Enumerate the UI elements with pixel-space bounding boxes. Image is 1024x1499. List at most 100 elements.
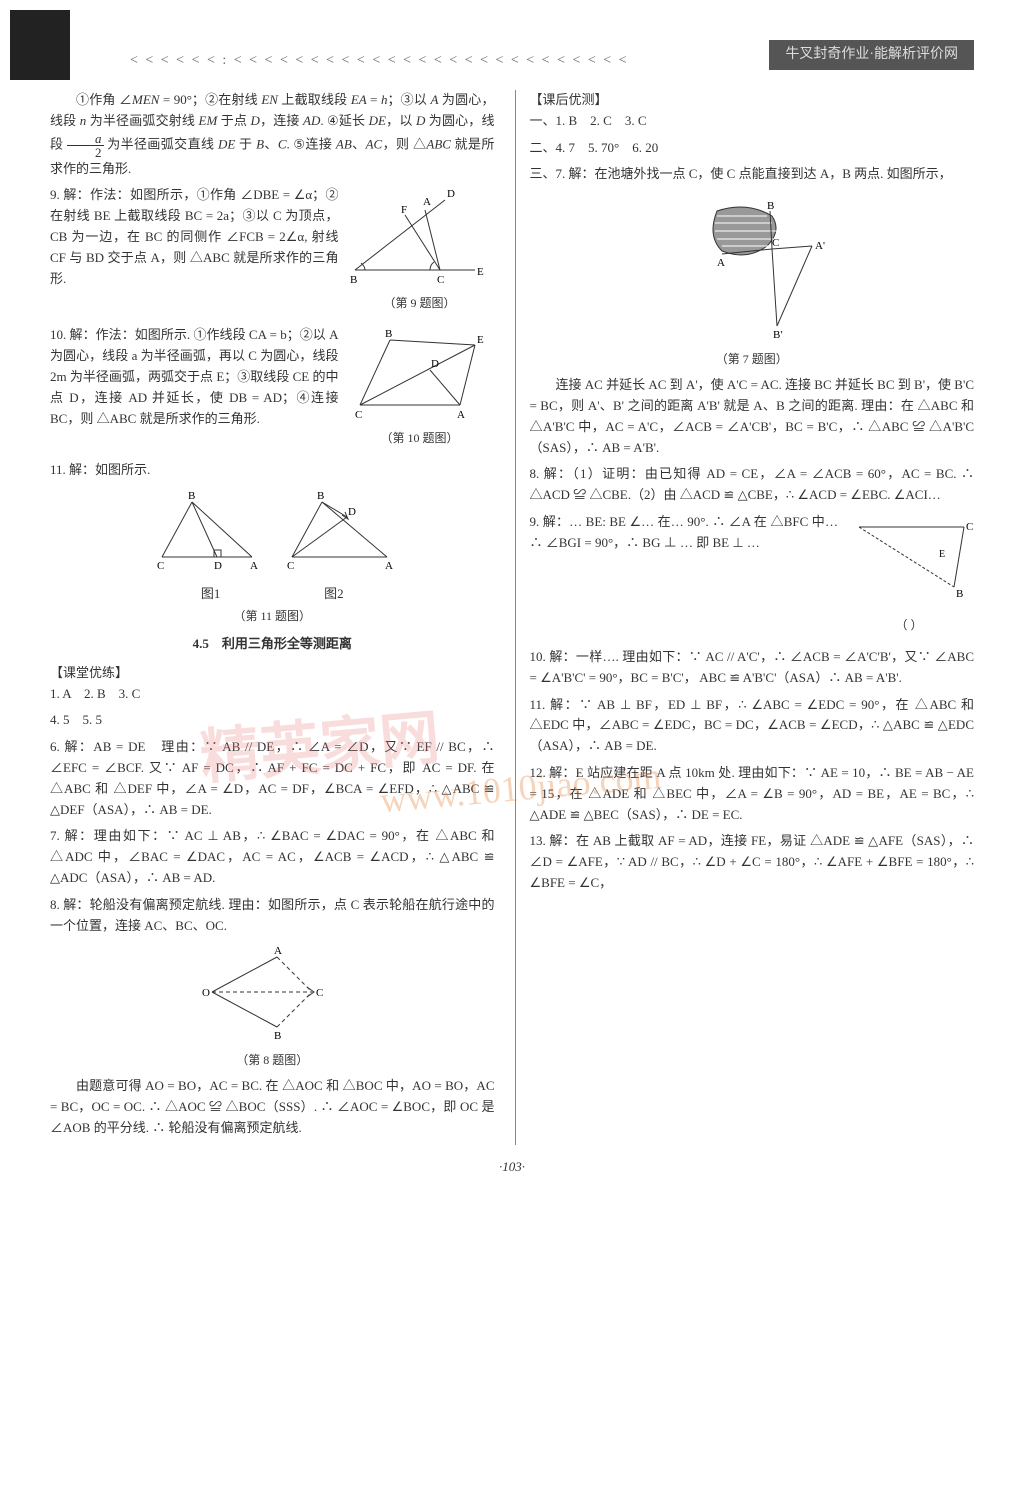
q10-text: 解：作法：如图所示. ①作线段 CA = b；②以 A 为圆心，线段 a 为半径…: [50, 327, 339, 425]
rq10-number: 10.: [530, 649, 550, 664]
q6-text: 解：AB = DE 理由：∵ AB // DE，∴ ∠A = ∠D，又∵ EF …: [50, 739, 495, 816]
rq13-number: 13.: [530, 833, 550, 848]
q8-after: 由题意可得 AO = BO，AC = BC. 在 △AOC 和 △BOC 中，A…: [50, 1076, 495, 1138]
rq8-number: 8.: [530, 466, 544, 481]
svg-text:F: F: [401, 204, 407, 216]
rq8-text: 解：（1）证明：由已知得 AD = CE，∠A = ∠ACB = 60°，AC …: [530, 466, 975, 502]
rq7-after: 连接 AC 并延长 AC 到 A'，使 A'C = AC. 连接 BC 并延长 …: [530, 375, 975, 458]
svg-text:D: D: [348, 506, 356, 518]
q11-text: 解：如图所示.: [69, 462, 150, 477]
q10-number: 10.: [50, 327, 70, 342]
content-columns: ①作角 ∠MEN = 90°；②在射线 EN 上截取线段 EA = h；③以 A…: [50, 90, 974, 1145]
rq9-figure-wrap: C B E （ ）: [844, 512, 974, 641]
q9-figure: B C E F A D: [345, 185, 495, 285]
q8-text: 解：轮船没有偏离预定航线. 理由：如图所示，点 C 表示轮船在航行途中的一个位置…: [50, 897, 495, 933]
section-title: 4.5 利用三角形全等测距离: [50, 634, 495, 655]
q11-number: 11.: [50, 462, 69, 477]
q8-figure: O A B C: [182, 942, 362, 1042]
q6-number: 6.: [50, 739, 64, 754]
svg-text:D: D: [431, 358, 439, 370]
q11-sub2: 图2: [274, 584, 394, 605]
svg-text:B: B: [385, 328, 392, 340]
rq9-caption: （ ）: [844, 616, 974, 635]
rq12: 12. 解：E 站应建在距 A 点 10km 处. 理由如下：∵ AE = 10…: [530, 763, 975, 825]
q9-figure-wrap: B C E F A D （第 9 题图）: [345, 185, 495, 319]
q11-sub-captions: 图1 图2: [50, 584, 495, 605]
svg-text:C: C: [437, 274, 444, 285]
svg-text:C: C: [316, 987, 323, 999]
q10-figure-wrap: C A B E D （第 10 题图）: [345, 325, 495, 454]
svg-text:D: D: [214, 560, 222, 572]
r-line3: 三、7. 解：在池塘外找一点 C，使 C 点能直接到达 A，B 两点. 如图所示…: [530, 164, 975, 185]
q10-figure: C A B E D: [345, 325, 495, 420]
rq8: 8. 解：（1）证明：由已知得 AD = CE，∠A = ∠ACB = 60°，…: [530, 464, 975, 506]
svg-text:A: A: [457, 409, 465, 420]
rq9-number: 9.: [530, 514, 543, 529]
rq9-figure: C B E: [844, 512, 974, 607]
q11-caption: （第 11 题图）: [50, 607, 495, 626]
rq9: C B E （ ） 9. 解：… BE: BE ∠… 在… 90°. ∴ ∠A …: [530, 512, 975, 641]
rq13: 13. 解：在 AB 上截取 AF = AD，连接 FE，易证 △ADE ≌ △…: [530, 831, 975, 893]
rq7-figure-wrap: B A C A' B' （第 7 题图）: [530, 191, 975, 369]
q6: 6. 解：AB = DE 理由：∵ AB // DE，∴ ∠A = ∠D，又∵ …: [50, 737, 495, 820]
svg-text:B: B: [317, 490, 324, 502]
rq12-number: 12.: [530, 765, 550, 780]
svg-text:E: E: [939, 549, 945, 560]
svg-text:C: C: [287, 560, 294, 572]
q8-figure-wrap: O A B C （第 8 题图）: [50, 942, 495, 1070]
q8-caption: （第 8 题图）: [50, 1051, 495, 1070]
rq11: 11. 解：∵ AB ⊥ BF，ED ⊥ BF，∴ ∠ABC = ∠EDC = …: [530, 695, 975, 757]
svg-text:B: B: [188, 490, 195, 502]
q11-sub1: 图1: [151, 584, 271, 605]
svg-text:B: B: [956, 588, 963, 600]
q11-figure: C D A B C A B D: [142, 487, 402, 577]
svg-text:D: D: [447, 188, 455, 200]
svg-text:C: C: [966, 521, 973, 533]
cp-line1: 1. A 2. B 3. C: [50, 684, 495, 705]
class-practice-heading: 【课堂优练】: [50, 663, 495, 684]
q7-text: 解：理由如下：∵ AC ⊥ AB，∴ ∠BAC = ∠DAC = 90°，在 △…: [50, 828, 495, 885]
q9-caption: （第 9 题图）: [345, 294, 495, 313]
q10-caption: （第 10 题图）: [345, 429, 495, 448]
q8: 8. 解：轮船没有偏离预定航线. 理由：如图所示，点 C 表示轮船在航行途中的一…: [50, 895, 495, 937]
r-line2: 二、4. 7 5. 70° 6. 20: [530, 138, 975, 159]
svg-text:A': A': [815, 240, 825, 252]
svg-text:C: C: [157, 560, 164, 572]
svg-text:A: A: [250, 560, 258, 572]
rq12-text: 解：E 站应建在距 A 点 10km 处. 理由如下：∵ AE = 10，∴ B…: [530, 765, 975, 822]
q11-figure-wrap: C D A B C A B D 图1: [50, 487, 495, 626]
header: < < < < < < : < < < < < < < < < < < < < …: [50, 30, 974, 90]
q7: 7. 解：理由如下：∵ AC ⊥ AB，∴ ∠BAC = ∠DAC = 90°，…: [50, 826, 495, 888]
svg-text:B: B: [350, 274, 357, 285]
intro-steps: ①作角 ∠MEN = 90°；②在射线 EN 上截取线段 EA = h；③以 A…: [50, 90, 495, 179]
svg-text:O: O: [202, 987, 210, 999]
q10: C A B E D （第 10 题图） 10. 解：作法：如图所示. ①作线段 …: [50, 325, 495, 454]
header-badge: 牛叉封奇作业·能解析评价网: [769, 40, 974, 70]
q8-number: 8.: [50, 897, 63, 912]
teacher-icon: [10, 10, 70, 80]
r-line1: 一、1. B 2. C 3. C: [530, 111, 975, 132]
svg-text:A: A: [717, 257, 725, 269]
rq7-caption: （第 7 题图）: [530, 350, 975, 369]
svg-text:A: A: [423, 196, 431, 208]
page-number: ·103·: [50, 1157, 974, 1178]
svg-text:B: B: [274, 1030, 281, 1042]
svg-text:C: C: [355, 409, 362, 420]
q7-number: 7.: [50, 828, 65, 843]
q9: B C E F A D （第 9 题图） 9. 解：作法：如图所示，①作角 ∠D…: [50, 185, 495, 319]
svg-text:A: A: [274, 945, 282, 957]
page: < < < < < < : < < < < < < < < < < < < < …: [0, 0, 1024, 1499]
rq11-number: 11.: [530, 697, 551, 712]
after-heading: 【课后优测】: [530, 90, 975, 111]
q9-number: 9.: [50, 187, 63, 202]
q9-text: 解：作法：如图所示，①作角 ∠DBE = ∠α；②在射线 BE 上截取线段 BC…: [50, 187, 339, 285]
rq10-text: 解：一样…. 理由如下：∵ AC // A'C'，∴ ∠ACB = ∠A'C'B…: [530, 649, 975, 685]
svg-text:E: E: [477, 266, 484, 278]
cp-line2: 4. 5 5. 5: [50, 710, 495, 731]
right-column: 【课后优测】 一、1. B 2. C 3. C 二、4. 7 5. 70° 6.…: [515, 90, 975, 1145]
rq10: 10. 解：一样…. 理由如下：∵ AC // A'C'，∴ ∠ACB = ∠A…: [530, 647, 975, 689]
rq13-text: 解：在 AB 上截取 AF = AD，连接 FE，易证 △ADE ≌ △AFE（…: [530, 833, 975, 890]
rq7-figure: B A C A' B': [667, 191, 837, 341]
svg-text:C: C: [772, 237, 779, 249]
left-column: ①作角 ∠MEN = 90°；②在射线 EN 上截取线段 EA = h；③以 A…: [50, 90, 503, 1145]
